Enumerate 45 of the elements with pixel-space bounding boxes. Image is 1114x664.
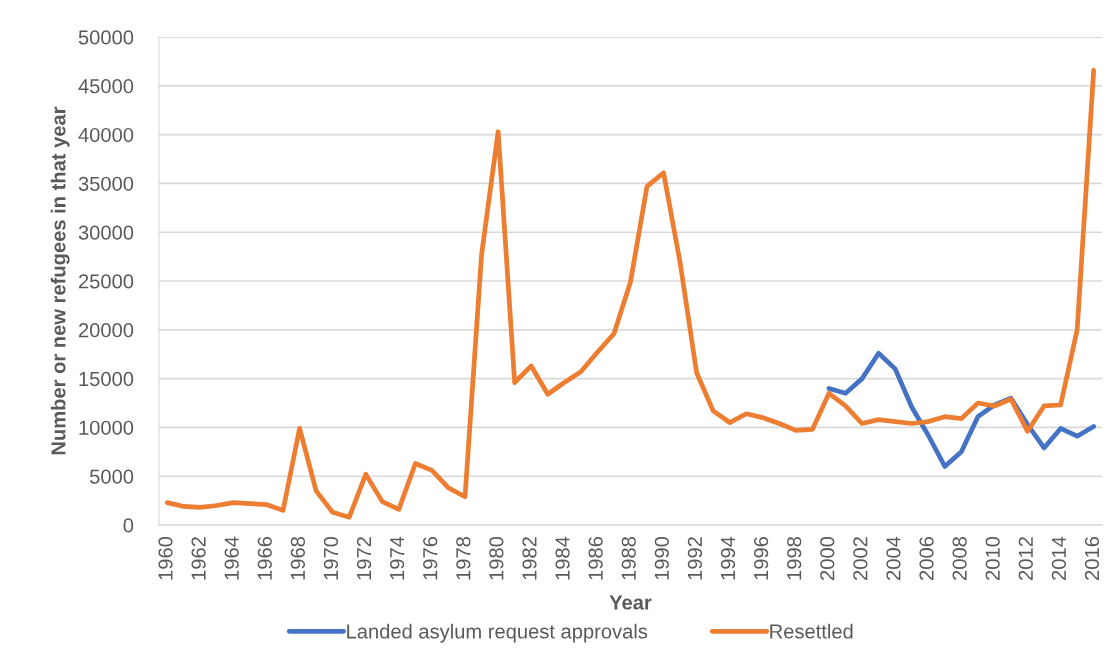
x-tick-label: 1988 [621, 537, 636, 580]
x-tick-label: 1976 [423, 537, 438, 580]
x-tick-label: 1992 [687, 537, 703, 580]
legend-label: Resettled [770, 623, 853, 639]
y-tick-label: 0 [123, 518, 134, 533]
x-tick-label: 2016 [1084, 537, 1100, 580]
x-tick-label: 1990 [654, 536, 669, 580]
x-tick-label: 2002 [853, 537, 868, 580]
x-tick-label: 2014 [1051, 536, 1067, 580]
x-tick-label: 1978 [456, 537, 471, 580]
y-tick-label: 50000 [78, 30, 134, 45]
y-tick-label: 30000 [78, 225, 134, 240]
y-tick-label: 5000 [89, 469, 134, 484]
x-tick-label: 1982 [522, 537, 537, 580]
y-axis-title: Number or new refugees in that year [50, 106, 70, 455]
x-tick-label: 2004 [886, 536, 901, 580]
x-tick-label: 1968 [290, 537, 305, 580]
y-tick-label: 20000 [78, 323, 134, 338]
y-tick-label: 45000 [78, 79, 134, 94]
y-tick-label: 15000 [79, 371, 134, 387]
x-tick-label: 1972 [356, 537, 372, 580]
y-tick-label: 40000 [78, 127, 134, 143]
y-tick-label: 35000 [78, 176, 134, 191]
x-tick-label: 2008 [952, 537, 967, 580]
x-axis-title: Year [609, 595, 652, 610]
x-tick-label: 2006 [919, 537, 934, 580]
x-tick-label: 1986 [588, 537, 603, 580]
x-tick-label: 2000 [820, 536, 835, 580]
y-tick-label: 10000 [79, 420, 134, 435]
x-tick-label: 1970 [323, 536, 339, 580]
x-tick-label: 1964 [224, 536, 239, 580]
x-tick-label: 1962 [191, 537, 206, 580]
x-tick-label: 1984 [555, 536, 570, 580]
x-tick-label: 1966 [257, 537, 272, 580]
x-tick-label: 1998 [787, 537, 802, 580]
y-tick-label: 25000 [78, 274, 134, 289]
x-tick-label: 2010 [985, 536, 1000, 580]
x-tick-label: 1996 [753, 537, 769, 580]
x-tick-label: 1980 [489, 536, 504, 580]
x-tick-label: 1994 [720, 536, 736, 580]
x-tick-label: 1974 [390, 536, 405, 580]
x-tick-label: 2012 [1018, 537, 1033, 580]
legend-label: Landed asylum request approvals [347, 623, 648, 643]
x-tick-label: 1960 [158, 536, 173, 580]
line-series [164, 67, 1097, 520]
